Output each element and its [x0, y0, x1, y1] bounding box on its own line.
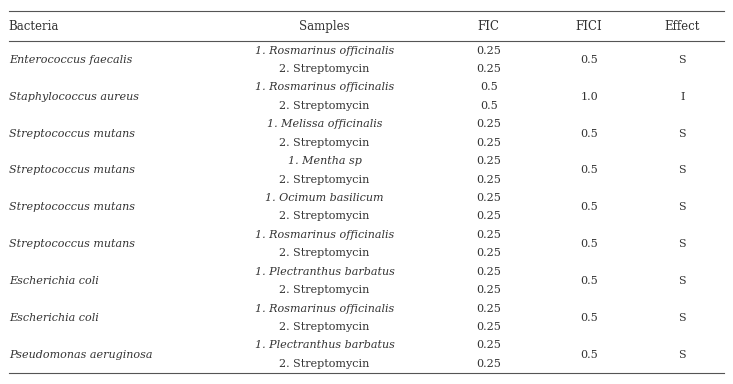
Text: S: S: [679, 350, 686, 360]
Text: Bacteria: Bacteria: [9, 20, 59, 33]
Text: 2. Streptomycin: 2. Streptomycin: [279, 64, 369, 74]
Text: 2. Streptomycin: 2. Streptomycin: [279, 248, 369, 258]
Text: Streptococcus mutans: Streptococcus mutans: [9, 202, 135, 212]
Text: 2. Streptomycin: 2. Streptomycin: [279, 322, 369, 332]
Text: 0.5: 0.5: [581, 202, 598, 212]
Text: 0.5: 0.5: [581, 276, 598, 286]
Text: S: S: [679, 239, 686, 249]
Text: 0.5: 0.5: [581, 129, 598, 139]
Text: 2. Streptomycin: 2. Streptomycin: [279, 138, 369, 148]
Text: 0.25: 0.25: [476, 304, 501, 314]
Text: 0.25: 0.25: [476, 267, 501, 277]
Text: S: S: [679, 276, 686, 286]
Text: 0.25: 0.25: [476, 119, 501, 129]
Text: 0.25: 0.25: [476, 156, 501, 166]
Text: 0.5: 0.5: [581, 239, 598, 249]
Text: 1. Plectranthus barbatus: 1. Plectranthus barbatus: [254, 341, 394, 351]
Text: 2. Streptomycin: 2. Streptomycin: [279, 285, 369, 295]
Text: Staphylococcus aureus: Staphylococcus aureus: [9, 92, 139, 102]
Text: 0.5: 0.5: [581, 55, 598, 65]
Text: Samples: Samples: [299, 20, 350, 33]
Text: 2. Streptomycin: 2. Streptomycin: [279, 101, 369, 111]
Text: 1. Ocimum basilicum: 1. Ocimum basilicum: [265, 193, 384, 203]
Text: Escherichia coli: Escherichia coli: [9, 313, 98, 323]
Text: 0.25: 0.25: [476, 64, 501, 74]
Text: 2. Streptomycin: 2. Streptomycin: [279, 359, 369, 369]
Text: I: I: [680, 92, 685, 102]
Text: 0.5: 0.5: [581, 350, 598, 360]
Text: 1. Rosmarinus officinalis: 1. Rosmarinus officinalis: [255, 83, 394, 93]
Text: 0.5: 0.5: [581, 313, 598, 323]
Text: 2. Streptomycin: 2. Streptomycin: [279, 175, 369, 185]
Text: S: S: [679, 129, 686, 139]
Text: Effect: Effect: [665, 20, 700, 33]
Text: S: S: [679, 313, 686, 323]
Text: 0.25: 0.25: [476, 230, 501, 240]
Text: 0.25: 0.25: [476, 285, 501, 295]
Text: 0.25: 0.25: [476, 322, 501, 332]
Text: Escherichia coli: Escherichia coli: [9, 276, 98, 286]
Text: 0.25: 0.25: [476, 359, 501, 369]
Text: 0.25: 0.25: [476, 341, 501, 351]
Text: Streptococcus mutans: Streptococcus mutans: [9, 166, 135, 175]
Text: FICI: FICI: [576, 20, 603, 33]
Text: 0.5: 0.5: [480, 101, 498, 111]
Text: 1. Mentha sp: 1. Mentha sp: [287, 156, 361, 166]
Text: S: S: [679, 202, 686, 212]
Text: Pseudomonas aeruginosa: Pseudomonas aeruginosa: [9, 350, 152, 360]
Text: S: S: [679, 166, 686, 175]
Text: 1. Rosmarinus officinalis: 1. Rosmarinus officinalis: [255, 46, 394, 56]
Text: 0.25: 0.25: [476, 175, 501, 185]
Text: 0.25: 0.25: [476, 46, 501, 56]
Text: 2. Streptomycin: 2. Streptomycin: [279, 212, 369, 222]
Text: FIC: FIC: [478, 20, 500, 33]
Text: Enterococcus faecalis: Enterococcus faecalis: [9, 55, 132, 65]
Text: Streptococcus mutans: Streptococcus mutans: [9, 129, 135, 139]
Text: 1.0: 1.0: [581, 92, 598, 102]
Text: 0.5: 0.5: [581, 166, 598, 175]
Text: 1. Plectranthus barbatus: 1. Plectranthus barbatus: [254, 267, 394, 277]
Text: Streptococcus mutans: Streptococcus mutans: [9, 239, 135, 249]
Text: 1. Rosmarinus officinalis: 1. Rosmarinus officinalis: [255, 230, 394, 240]
Text: 1. Rosmarinus officinalis: 1. Rosmarinus officinalis: [255, 304, 394, 314]
Text: 1. Melissa officinalis: 1. Melissa officinalis: [267, 119, 383, 129]
Text: 0.25: 0.25: [476, 212, 501, 222]
Text: 0.25: 0.25: [476, 248, 501, 258]
Text: 0.25: 0.25: [476, 193, 501, 203]
Text: 0.25: 0.25: [476, 138, 501, 148]
Text: S: S: [679, 55, 686, 65]
Text: 0.5: 0.5: [480, 83, 498, 93]
